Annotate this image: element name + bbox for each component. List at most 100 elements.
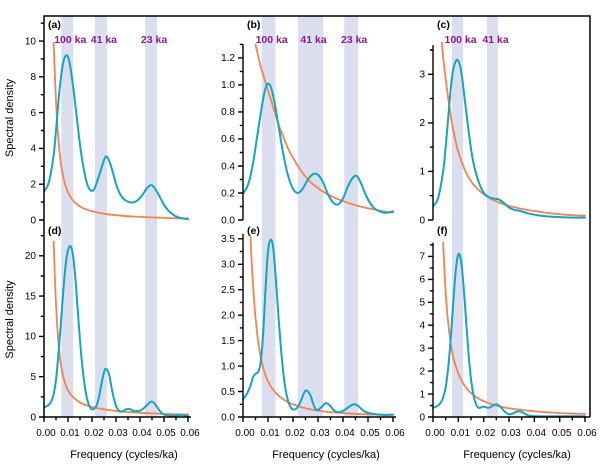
axes-panel-a bbox=[39, 22, 44, 221]
spectral-density-curve-panel-e bbox=[243, 238, 394, 416]
axes-panel-b bbox=[238, 43, 244, 221]
period-label-41ka: 41 ka bbox=[91, 34, 117, 46]
x-tick-label-panel-e: 0.00 bbox=[235, 428, 255, 439]
y-tick-label-panel-e: 0.0 bbox=[221, 412, 235, 423]
x-tick-label-panel-f: 0.05 bbox=[552, 428, 572, 439]
y-tick-label-panel-c: 0 bbox=[419, 215, 425, 226]
y-tick-label-panel-b: 0.0 bbox=[221, 215, 235, 226]
panel-letter-b: (b) bbox=[247, 19, 260, 31]
y-tick-label-panel-e: 0.5 bbox=[221, 387, 235, 398]
spectral-density-curve-panel-b bbox=[243, 82, 394, 214]
x-tick-label-panel-e: 0.05 bbox=[360, 428, 380, 439]
y-tick-label-panel-c: 3 bbox=[419, 70, 425, 81]
x-axis-title-panel-e: Frequency (cycles/ka) bbox=[272, 449, 380, 461]
x-tick-label-panel-d: 0.04 bbox=[132, 428, 152, 439]
y-tick-label-panel-b: 0.4 bbox=[221, 161, 235, 172]
y-tick-label-panel-c: 2 bbox=[419, 118, 425, 129]
y-tick-label-panel-f: 5 bbox=[419, 298, 425, 309]
x-tick-label-panel-e: 0.03 bbox=[310, 428, 330, 439]
x-tick-label-panel-f: 0.00 bbox=[425, 428, 445, 439]
y-tick-label-panel-d: 15 bbox=[25, 291, 37, 302]
x-tick-label-panel-d: 0.03 bbox=[108, 428, 128, 439]
orange-background-curve-panel-b bbox=[254, 43, 394, 214]
x-axis-title-panel-f: Frequency (cycles/ka) bbox=[463, 449, 571, 461]
period-label-23ka: 23 ka bbox=[141, 34, 167, 46]
y-tick-label-panel-b: 0.2 bbox=[221, 188, 235, 199]
orange-background-curve-panel-a bbox=[52, 41, 189, 220]
y-tick-label-panel-b: 0.6 bbox=[221, 134, 235, 145]
x-tick-label-panel-e: 0.02 bbox=[285, 428, 305, 439]
y-tick-label-panel-c: 1 bbox=[419, 167, 425, 178]
milankovitch-band-41ka bbox=[94, 16, 107, 417]
period-label-41ka: 41 ka bbox=[482, 34, 508, 46]
y-tick-label-panel-b: 0.8 bbox=[221, 107, 235, 118]
y-tick-label-panel-a: 0 bbox=[30, 215, 36, 226]
period-label-100ka: 100 ka bbox=[54, 34, 86, 46]
y-tick-label-panel-d: 0 bbox=[30, 412, 36, 423]
milankovitch-band-41ka bbox=[298, 16, 323, 417]
x-tick-label-panel-d: 0.02 bbox=[84, 428, 104, 439]
panel-letter-a: (a) bbox=[48, 19, 61, 31]
x-tick-label-panel-d: 0.05 bbox=[156, 428, 176, 439]
milankovitch-band-41ka bbox=[486, 16, 499, 417]
y-tick-label-panel-e: 1.0 bbox=[221, 361, 235, 372]
x-tick-label-panel-f: 0.04 bbox=[527, 428, 547, 439]
y-tick-label-panel-d: 5 bbox=[30, 372, 36, 383]
period-label-100ka: 100 ka bbox=[256, 34, 288, 46]
orange-background-curve-panel-f bbox=[442, 241, 586, 415]
y-tick-label-panel-e: 3.0 bbox=[221, 260, 235, 271]
y-tick-label-panel-e: 3.5 bbox=[221, 234, 235, 245]
y-tick-label-panel-f: 3 bbox=[419, 343, 425, 354]
spectral-density-curve-panel-a bbox=[44, 54, 189, 220]
x-tick-label-panel-f: 0.03 bbox=[501, 428, 521, 439]
y-tick-label-panel-e: 1.5 bbox=[221, 336, 235, 347]
y-tick-label-panel-d: 20 bbox=[25, 251, 37, 262]
x-tick-label-panel-d: 0.00 bbox=[36, 428, 56, 439]
y-tick-label-panel-f: 7 bbox=[419, 252, 425, 263]
y-tick-label-panel-b: 1.2 bbox=[221, 53, 235, 64]
panel-letter-c: (c) bbox=[437, 19, 450, 31]
y-tick-label-panel-a: 8 bbox=[30, 72, 36, 83]
x-tick-label-panel-e: 0.01 bbox=[260, 428, 280, 439]
milankovitch-band-100ka bbox=[261, 16, 276, 417]
panel-letter-e: (e) bbox=[247, 225, 260, 237]
y-tick-label-panel-e: 2.5 bbox=[221, 285, 235, 296]
y-tick-label-panel-b: 1.0 bbox=[221, 80, 235, 91]
axes-panel-e bbox=[238, 233, 396, 422]
milankovitch-band-23ka bbox=[344, 16, 358, 417]
x-tick-label-panel-f: 0.02 bbox=[476, 428, 496, 439]
y-tick-label-panel-a: 6 bbox=[30, 108, 36, 119]
x-tick-label-panel-f: 0.01 bbox=[451, 428, 471, 439]
y-tick-label-panel-f: 2 bbox=[419, 366, 425, 377]
y-axis-title-panel-d: Spectral density bbox=[4, 280, 16, 359]
x-tick-label-panel-d: 0.06 bbox=[180, 428, 200, 439]
y-tick-label-panel-a: 10 bbox=[25, 36, 37, 47]
orange-background-curve-panel-e bbox=[249, 235, 394, 416]
spectral-density-curve-panel-f bbox=[433, 252, 586, 417]
x-tick-label-panel-e: 0.06 bbox=[385, 428, 405, 439]
panel-letter-d: (d) bbox=[48, 225, 61, 237]
y-tick-label-panel-e: 2.0 bbox=[221, 310, 235, 321]
period-label-41ka: 41 ka bbox=[300, 34, 326, 46]
x-tick-label-panel-d: 0.01 bbox=[60, 428, 80, 439]
period-label-23ka: 23 ka bbox=[341, 34, 367, 46]
x-axis-title-panel-d: Frequency (cycles/ka) bbox=[70, 449, 178, 461]
x-tick-label-panel-f: 0.06 bbox=[577, 428, 597, 439]
x-tick-label-panel-e: 0.04 bbox=[335, 428, 355, 439]
y-tick-label-panel-f: 0 bbox=[419, 412, 425, 423]
y-tick-label-panel-a: 4 bbox=[30, 144, 36, 155]
axes-panel-d bbox=[39, 235, 191, 422]
axes-panel-f bbox=[428, 242, 590, 422]
y-tick-label-panel-f: 1 bbox=[419, 389, 425, 400]
y-tick-label-panel-f: 6 bbox=[419, 275, 425, 286]
y-tick-label-panel-f: 4 bbox=[419, 321, 425, 332]
spectral-density-curve-panel-c bbox=[433, 58, 586, 219]
milankovitch-band-100ka bbox=[452, 16, 464, 417]
y-tick-label-panel-d: 10 bbox=[25, 332, 37, 343]
milankovitch-band-100ka bbox=[61, 16, 74, 417]
orange-background-curve-panel-c bbox=[440, 41, 586, 217]
y-tick-label-panel-a: 2 bbox=[30, 180, 36, 191]
period-label-100ka: 100 ka bbox=[445, 34, 477, 46]
